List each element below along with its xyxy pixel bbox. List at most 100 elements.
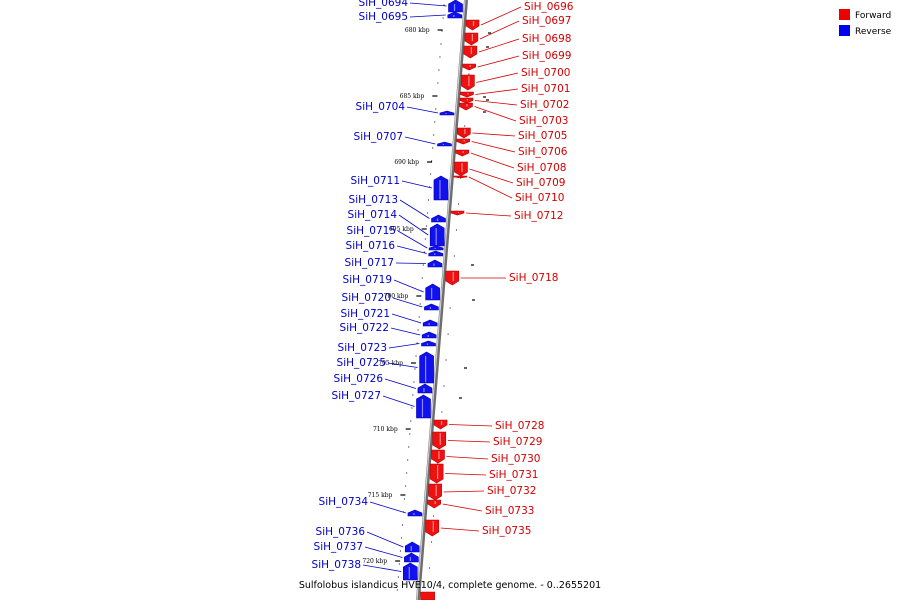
reverse-gene-arrow [402, 562, 418, 581]
reverse-gene-label: SiH_0695 [359, 11, 408, 23]
genome-caption: Sulfolobus islandicus HVE10/4, complete … [299, 580, 601, 591]
forward-gene-arrow [462, 63, 476, 71]
reverse-gene-leader [366, 531, 404, 548]
forward-gene-leader [469, 168, 514, 184]
reverse-gene-leader [384, 378, 417, 389]
reverse-gene-label: SiH_0719 [343, 274, 392, 286]
reverse-gene-leader [406, 106, 439, 114]
forward-gene-leader [476, 72, 519, 83]
forward-gene-label: SiH_0709 [516, 177, 565, 189]
forward-gene-label: SiH_0700 [521, 67, 570, 79]
reverse-gene-arrow [429, 223, 445, 247]
forward-gene-leader [470, 152, 515, 169]
reverse-gene-label: SiH_0727 [332, 390, 381, 402]
forward-gene-arrow [456, 138, 470, 145]
forward-gene-arrow [459, 102, 473, 111]
reverse-gene-label: SiH_0694 [359, 0, 409, 9]
forward-gene-leader [471, 141, 516, 153]
reverse-gene-leader [399, 199, 430, 219]
reverse-gene-arrow [421, 340, 436, 347]
reverse-gene-leader [397, 230, 428, 249]
forward-gene-label: SiH_0718 [509, 272, 558, 284]
reverse-gene-leader [396, 245, 427, 254]
kbp-label: 700 kbp [384, 293, 409, 300]
reverse-gene-label: SiH_0725 [337, 357, 386, 369]
forward-gene-arrow [420, 591, 435, 600]
reverse-gene-leader [398, 214, 429, 236]
forward-gene-leader [446, 456, 489, 460]
reverse-gene-arrow [427, 259, 443, 268]
forward-gene-arrow [429, 463, 444, 484]
forward-gene-label: SiH_0703 [519, 115, 568, 127]
kbp-label: 720 kbp [362, 558, 387, 565]
reverse-gene-arrow [437, 141, 452, 147]
forward-gene-label: SiH_0705 [518, 130, 567, 142]
forward-gene-arrow [464, 32, 479, 46]
reverse-gene-arrow [433, 175, 449, 201]
reverse-gene-arrow [417, 383, 433, 394]
reverse-gene-leader [362, 564, 402, 572]
kbp-label: 695 kbp [389, 226, 414, 233]
reverse-gene-leader [387, 362, 418, 368]
forward-gene-label: SiH_0697 [522, 15, 571, 27]
forward-gene-label: SiH_0696 [524, 1, 574, 13]
reverse-gene-label: SiH_0715 [347, 225, 396, 237]
reverse-gene-label: SiH_0721 [341, 308, 390, 320]
forward-gene-arrow [460, 91, 474, 98]
reverse-gene-label: SiH_0716 [346, 240, 396, 252]
reverse-gene-leader [393, 279, 424, 293]
reverse-gene-leader [369, 501, 407, 514]
reverse-gene-leader [382, 395, 415, 407]
reverse-gene-label: SiH_0713 [349, 194, 398, 206]
forward-gene-label: SiH_0699 [522, 50, 571, 62]
forward-gene-arrow [454, 161, 468, 177]
forward-gene-arrow [461, 74, 475, 91]
reverse-gene-arrow [448, 0, 463, 13]
forward-gene-arrow [427, 499, 441, 509]
reverse-gene-arrow [419, 351, 434, 384]
forward-gene-leader [479, 20, 520, 40]
forward-gene-arrow [450, 210, 465, 216]
forward-gene-label: SiH_0701 [521, 83, 570, 95]
legend-forward-label: Forward [855, 11, 891, 21]
reverse-gene-arrow [407, 509, 423, 517]
forward-gene-label: SiH_0702 [520, 99, 569, 111]
forward-gene-arrow [465, 19, 480, 31]
reverse-gene-arrow [404, 541, 420, 553]
kbp-label: 710 kbp [373, 426, 398, 433]
legend-reverse-label: Reverse [855, 27, 892, 37]
kbp-label: 690 kbp [394, 159, 419, 166]
forward-gene-label: SiH_0710 [515, 192, 564, 204]
reverse-gene-arrow [421, 331, 437, 339]
reverse-gene-leader [390, 327, 421, 336]
reverse-gene-leader [409, 14, 446, 18]
forward-gene-leader [447, 440, 491, 443]
forward-gene-leader [465, 212, 512, 217]
forward-gene-arrow [455, 149, 470, 157]
reverse-gene-leader [409, 2, 447, 7]
forward-gene-leader [472, 132, 516, 137]
reverse-gene-label: SiH_0717 [345, 257, 394, 269]
reverse-gene-label: SiH_0722 [340, 322, 389, 334]
forward-gene-label: SiH_0729 [493, 436, 542, 448]
reverse-gene-label: SiH_0726 [334, 373, 384, 385]
reverse-gene-label: SiH_0711 [351, 175, 400, 187]
forward-gene-label: SiH_0731 [489, 469, 538, 481]
forward-gene-label: SiH_0706 [518, 146, 568, 158]
reverse-gene-arrow [428, 250, 444, 257]
reverse-gene-arrow [439, 110, 455, 116]
forward-gene-leader [478, 38, 520, 53]
reverse-gene-leader [392, 297, 423, 308]
reverse-gene-leader [404, 136, 436, 145]
forward-gene-arrow [453, 175, 468, 179]
reverse-gene-label: SiH_0707 [354, 131, 403, 143]
legend-reverse-swatch [839, 25, 850, 36]
reverse-gene-arrow [447, 11, 463, 19]
genome-backbone [416, 0, 468, 600]
forward-gene-leader [474, 100, 518, 106]
forward-gene-label: SiH_0730 [491, 453, 540, 465]
forward-gene-arrow [459, 97, 474, 104]
forward-gene-label: SiH_0708 [517, 162, 566, 174]
forward-gene-arrow [433, 419, 448, 430]
